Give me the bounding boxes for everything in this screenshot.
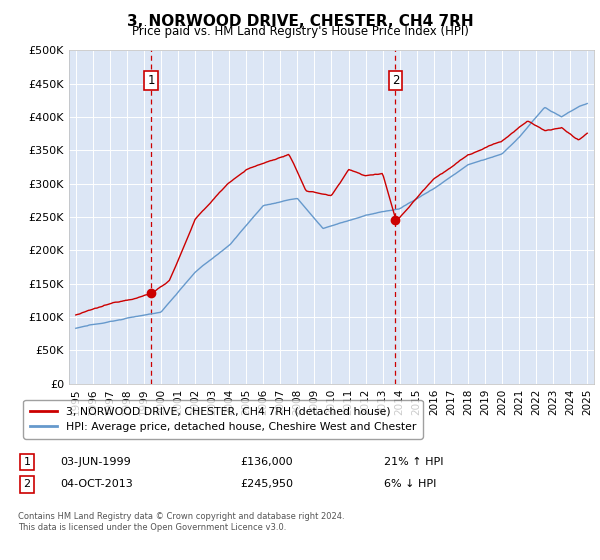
Text: 04-OCT-2013: 04-OCT-2013: [60, 479, 133, 489]
Text: 2: 2: [23, 479, 31, 489]
Text: 3, NORWOOD DRIVE, CHESTER, CH4 7RH: 3, NORWOOD DRIVE, CHESTER, CH4 7RH: [127, 14, 473, 29]
Text: 21% ↑ HPI: 21% ↑ HPI: [384, 457, 443, 467]
Text: 2: 2: [392, 74, 399, 87]
Text: 6% ↓ HPI: 6% ↓ HPI: [384, 479, 436, 489]
Text: 1: 1: [148, 74, 155, 87]
Text: £245,950: £245,950: [240, 479, 293, 489]
Text: Price paid vs. HM Land Registry's House Price Index (HPI): Price paid vs. HM Land Registry's House …: [131, 25, 469, 38]
Legend: 3, NORWOOD DRIVE, CHESTER, CH4 7RH (detached house), HPI: Average price, detache: 3, NORWOOD DRIVE, CHESTER, CH4 7RH (deta…: [23, 400, 422, 438]
Text: 1: 1: [23, 457, 31, 467]
Text: £136,000: £136,000: [240, 457, 293, 467]
Text: Contains HM Land Registry data © Crown copyright and database right 2024.
This d: Contains HM Land Registry data © Crown c…: [18, 512, 344, 532]
Text: 03-JUN-1999: 03-JUN-1999: [60, 457, 131, 467]
